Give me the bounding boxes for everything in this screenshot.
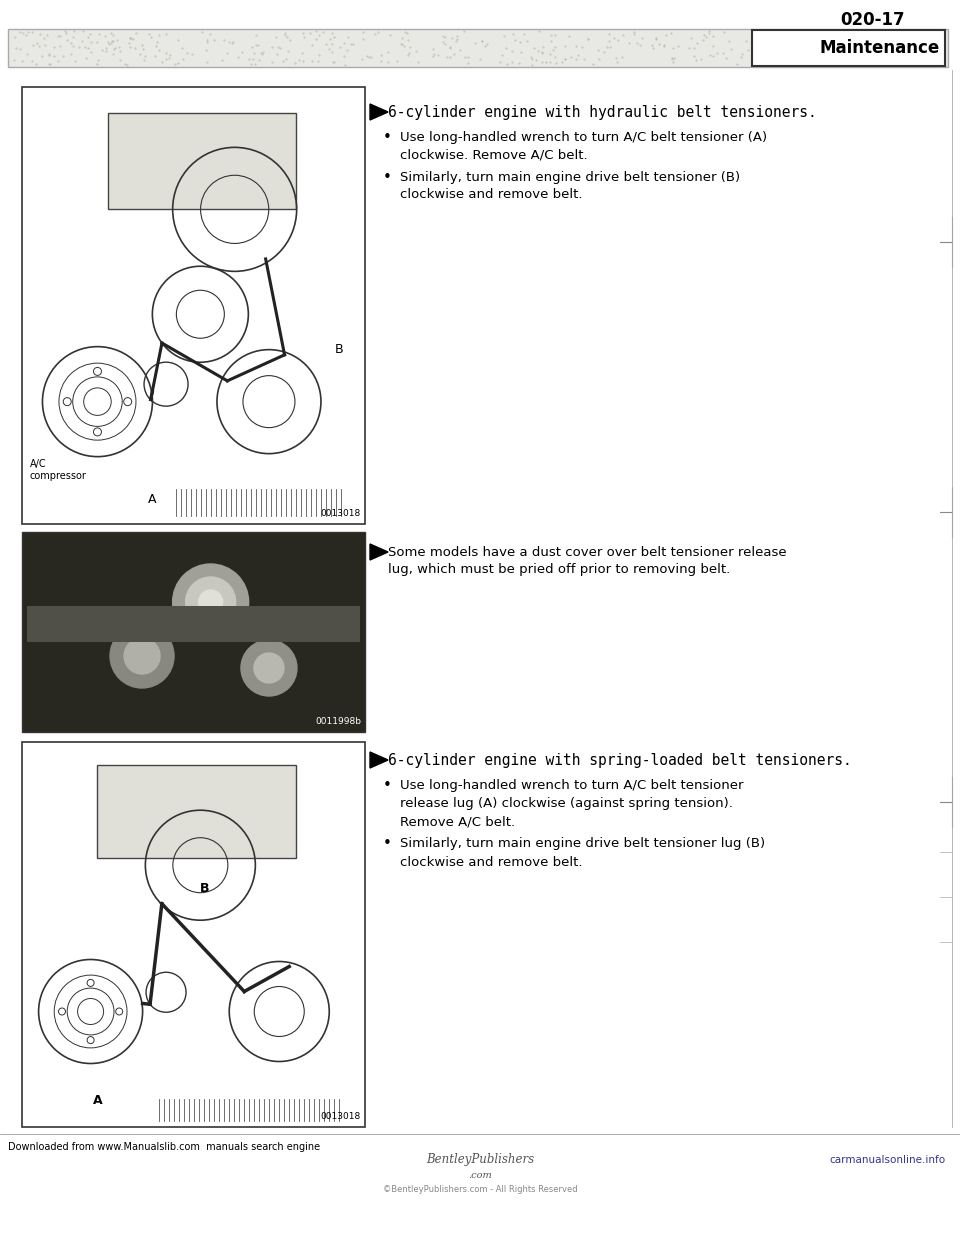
- Text: •: •: [383, 129, 392, 144]
- Text: release lug (A) clockwise (against spring tension).: release lug (A) clockwise (against sprin…: [400, 797, 732, 811]
- Text: carmanualsonline.info: carmanualsonline.info: [828, 1155, 945, 1165]
- Text: Downloaded from www.Manualslib.com  manuals search engine: Downloaded from www.Manualslib.com manua…: [8, 1141, 320, 1153]
- Text: Use long-handled wrench to turn A/C belt tensioner (A): Use long-handled wrench to turn A/C belt…: [400, 130, 767, 144]
- Text: ©BentleyPublishers.com - All Rights Reserved: ©BentleyPublishers.com - All Rights Rese…: [383, 1186, 577, 1195]
- Bar: [108, 113, 297, 210]
- Text: 0011998b: 0011998b: [315, 717, 361, 727]
- Text: 0013018: 0013018: [321, 509, 361, 518]
- Text: •: •: [383, 837, 392, 852]
- Text: A/C
compressor: A/C compressor: [30, 460, 86, 481]
- Text: A: A: [148, 493, 156, 505]
- Circle shape: [110, 623, 174, 688]
- Polygon shape: [370, 544, 388, 560]
- Circle shape: [241, 640, 297, 696]
- Circle shape: [254, 653, 284, 683]
- Text: •: •: [383, 169, 392, 185]
- Bar: [22, 532, 365, 732]
- Bar: [22, 87, 365, 524]
- Text: Remove A/C belt.: Remove A/C belt.: [400, 816, 516, 828]
- Text: Some models have a dust cover over belt tensioner release: Some models have a dust cover over belt …: [388, 545, 786, 559]
- Text: .com: .com: [468, 1171, 492, 1180]
- Bar: [8, 29, 948, 67]
- Text: 020-17: 020-17: [840, 11, 904, 29]
- Bar: [752, 30, 945, 66]
- Bar: [27, 606, 360, 642]
- Text: A: A: [93, 1094, 103, 1107]
- Text: BentleyPublishers: BentleyPublishers: [426, 1154, 534, 1166]
- Text: Similarly, turn main engine drive belt tensioner (B): Similarly, turn main engine drive belt t…: [400, 170, 740, 184]
- Text: 0013018: 0013018: [321, 1112, 361, 1122]
- Polygon shape: [370, 104, 388, 120]
- Text: Use long-handled wrench to turn A/C belt tensioner: Use long-handled wrench to turn A/C belt…: [400, 780, 743, 792]
- Text: lug, which must be pried off prior to removing belt.: lug, which must be pried off prior to re…: [388, 564, 731, 576]
- Text: 6-cylinder engine with hydraulic belt tensioners.: 6-cylinder engine with hydraulic belt te…: [388, 104, 817, 119]
- Text: •: •: [383, 779, 392, 794]
- Circle shape: [173, 564, 249, 640]
- Text: clockwise and remove belt.: clockwise and remove belt.: [400, 856, 583, 868]
- Circle shape: [185, 578, 235, 627]
- Text: clockwise and remove belt.: clockwise and remove belt.: [400, 189, 583, 201]
- Circle shape: [199, 590, 223, 614]
- Text: clockwise. Remove A/C belt.: clockwise. Remove A/C belt.: [400, 149, 588, 161]
- Text: 6-cylinder engine with spring-loaded belt tensioners.: 6-cylinder engine with spring-loaded bel…: [388, 753, 852, 768]
- Text: Maintenance: Maintenance: [820, 39, 940, 57]
- Text: B: B: [334, 343, 343, 355]
- Bar: [22, 741, 365, 1126]
- Polygon shape: [370, 751, 388, 768]
- Text: Similarly, turn main engine drive belt tensioner lug (B): Similarly, turn main engine drive belt t…: [400, 837, 765, 851]
- Circle shape: [124, 638, 160, 674]
- Bar: [98, 765, 297, 857]
- Text: B: B: [201, 882, 210, 894]
